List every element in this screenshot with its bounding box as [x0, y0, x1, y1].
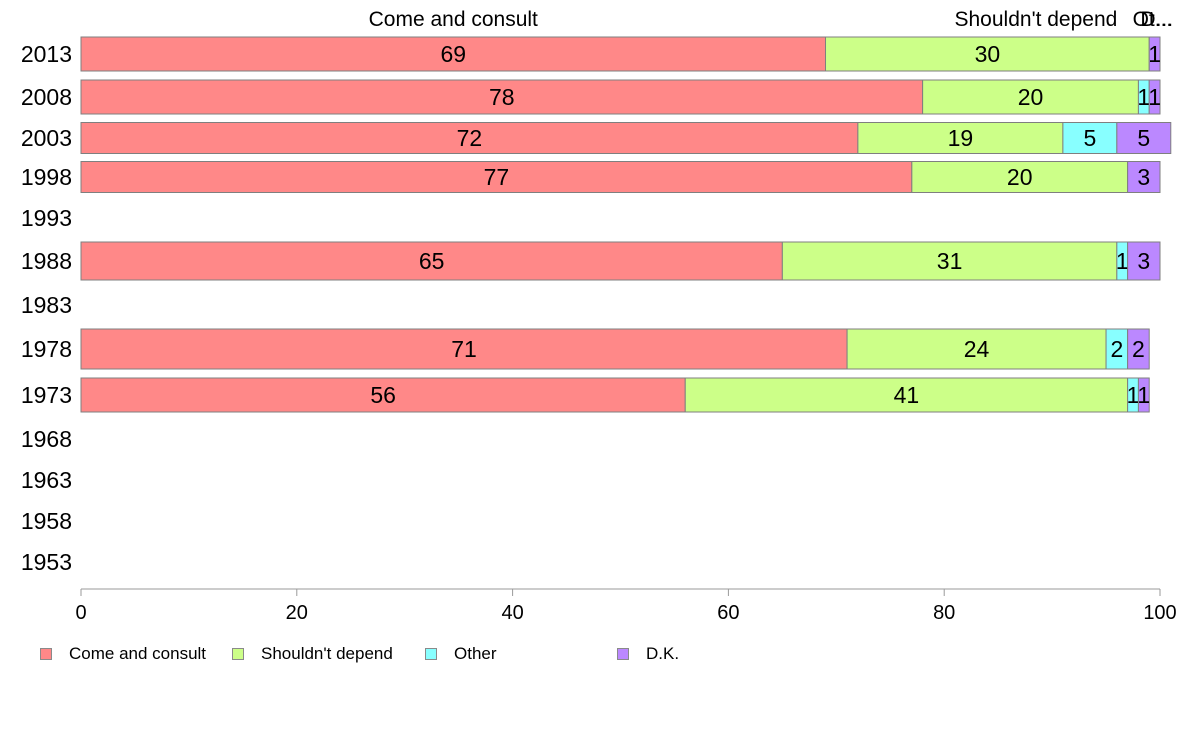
- bar-segment: [80, 122, 859, 154]
- data-label: 24: [964, 336, 990, 362]
- bar-segment: [80, 161, 913, 193]
- bar-segment: [80, 377, 686, 413]
- data-label: 2: [1110, 336, 1123, 362]
- legend-item: D.K.: [617, 644, 679, 664]
- y-tick-label: 2013: [21, 41, 72, 67]
- top-series-label: Shouldn't depend: [955, 8, 1118, 31]
- data-label: 5: [1137, 125, 1150, 151]
- data-label: 1: [1127, 382, 1140, 408]
- y-tick-label: 1993: [21, 205, 72, 231]
- legend-label: D.K.: [646, 644, 680, 663]
- data-label: 41: [894, 382, 920, 408]
- top-series-label: Ot...: [1133, 8, 1173, 31]
- data-label: 71: [451, 336, 477, 362]
- bar-segment: [781, 241, 1118, 281]
- x-tick-label: 0: [75, 602, 86, 624]
- legend-swatch: [40, 648, 52, 660]
- x-tick-label: 80: [933, 602, 955, 624]
- data-label: 1: [1116, 248, 1129, 274]
- bar-segment: [911, 161, 1129, 193]
- data-label: 78: [489, 84, 515, 110]
- y-tick-label: 1953: [21, 549, 72, 575]
- data-label: 72: [457, 125, 483, 151]
- legend-item: Other: [425, 644, 497, 664]
- bar-segment: [1116, 122, 1172, 154]
- data-label: 19: [948, 125, 974, 151]
- data-label: 1: [1137, 382, 1150, 408]
- bar-segment: [922, 79, 1139, 115]
- y-tick-label: 1968: [21, 426, 72, 452]
- x-tick-label: 20: [286, 602, 308, 624]
- bar-segment: [80, 328, 848, 370]
- data-label: 3: [1137, 164, 1150, 190]
- top-series-label: Come and consult: [369, 8, 538, 31]
- data-label: 20: [1007, 164, 1033, 190]
- y-tick-label: 1983: [21, 292, 72, 318]
- data-label: 30: [975, 41, 1001, 67]
- data-label: 2: [1132, 336, 1145, 362]
- data-label: 77: [484, 164, 510, 190]
- x-tick-label: 40: [501, 602, 523, 624]
- data-label: 5: [1083, 125, 1096, 151]
- bar-segment: [825, 36, 1150, 72]
- legend-swatch: [232, 648, 244, 660]
- bar-segment: [846, 328, 1107, 370]
- y-tick-label: 1998: [21, 164, 72, 190]
- bar-segment: [1127, 241, 1161, 281]
- data-label: 69: [440, 41, 466, 67]
- y-tick-label: 1973: [21, 382, 72, 408]
- y-tick-label: 2003: [21, 125, 72, 151]
- data-label: 1: [1148, 41, 1161, 67]
- y-tick-label: 1988: [21, 248, 72, 274]
- data-label: 31: [937, 248, 963, 274]
- y-tick-label: 1963: [21, 467, 72, 493]
- legend-swatch: [425, 648, 437, 660]
- y-tick-label: 1958: [21, 508, 72, 534]
- bar-segment: [684, 377, 1129, 413]
- x-tick-label: 60: [717, 602, 739, 624]
- legend: Come and consult Shouldn't depend Other D.K…: [40, 644, 740, 664]
- bar-segment: [1127, 161, 1161, 193]
- x-tick-label: 100: [1143, 602, 1176, 624]
- data-label: 65: [419, 248, 445, 274]
- top-series-label: D...: [1140, 8, 1173, 31]
- legend-label: Come and consult: [69, 644, 207, 663]
- bar-segment: [1137, 377, 1150, 413]
- legend-label: Shouldn't depend: [261, 644, 393, 663]
- data-label: 1: [1148, 84, 1161, 110]
- bar-segment: [80, 79, 924, 115]
- bar-segment: [1127, 328, 1150, 370]
- y-tick-label: 2008: [21, 84, 72, 110]
- data-label: 1: [1137, 84, 1150, 110]
- data-label: 3: [1137, 248, 1150, 274]
- legend-swatch: [617, 648, 629, 660]
- bar-segment: [1148, 79, 1161, 115]
- y-tick-label: 1978: [21, 336, 72, 362]
- data-label: 20: [1018, 84, 1044, 110]
- bar-segment: [1148, 36, 1161, 72]
- legend-label: Other: [454, 644, 497, 663]
- bar-segment: [80, 241, 783, 281]
- data-label: 56: [370, 382, 396, 408]
- y-axis-labels: 2013 2008 2003 1998 1993 1988 1983 1978 1973 1968…: [21, 41, 72, 575]
- top-series-labels: Come and consult Shouldn't depend Ot...D..…: [369, 8, 1173, 31]
- legend-item: Shouldn't depend: [232, 644, 393, 664]
- legend-item: Come and consult: [40, 644, 206, 664]
- x-axis: 0 20 40 60 80 100: [75, 588, 1177, 624]
